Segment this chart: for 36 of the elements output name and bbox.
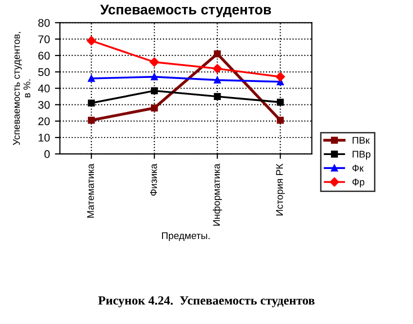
point bbox=[214, 50, 221, 58]
legend-label: Фк bbox=[352, 164, 364, 172]
x-axis-title: Предметы. bbox=[162, 232, 210, 242]
point bbox=[150, 87, 158, 94]
point bbox=[214, 93, 221, 100]
y-tick-label: 60 bbox=[38, 52, 50, 60]
point bbox=[88, 100, 95, 107]
legend-label: ПВр bbox=[352, 150, 370, 160]
point bbox=[276, 72, 285, 82]
chart-title: Успеваемость студентов bbox=[100, 4, 271, 18]
y-axis-title: Успеваемость студентов, в %. bbox=[13, 32, 30, 146]
y-tick-label: 50 bbox=[38, 68, 50, 76]
x-tick-label: История РК bbox=[276, 164, 285, 216]
y-tick-label: 80 bbox=[38, 18, 50, 27]
point bbox=[150, 57, 159, 67]
y-tick-label: 30 bbox=[38, 100, 50, 109]
y-tick-label: 10 bbox=[38, 134, 50, 142]
x-tick-label: Информатика bbox=[212, 164, 222, 226]
y-tick-label: 40 bbox=[38, 84, 50, 92]
point bbox=[276, 98, 284, 106]
y-tick-label: 0 bbox=[44, 150, 50, 158]
point bbox=[88, 74, 95, 82]
text: Рисунок 4.24. Успеваемость студентов bbox=[98, 296, 315, 308]
point bbox=[86, 36, 96, 46]
legend-label: Фр bbox=[352, 178, 364, 188]
point bbox=[276, 116, 284, 124]
point bbox=[212, 64, 222, 74]
y-tick-label: 20 bbox=[38, 117, 50, 126]
x-tick-label: Математика bbox=[87, 164, 94, 218]
point bbox=[150, 104, 158, 112]
point bbox=[150, 73, 158, 80]
point bbox=[88, 116, 95, 124]
legend-label: ПВк bbox=[352, 136, 370, 144]
y-tick-label: 70 bbox=[38, 35, 50, 44]
point bbox=[214, 76, 221, 84]
x-tick-label: Физика bbox=[150, 164, 157, 196]
